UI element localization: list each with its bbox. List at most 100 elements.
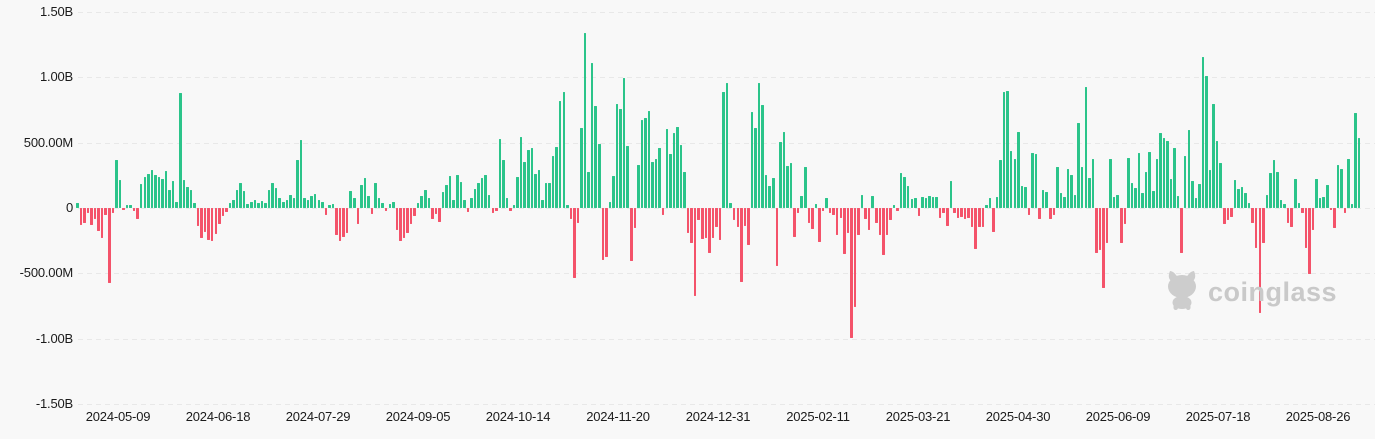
bar[interactable] [1290, 208, 1293, 228]
bar[interactable] [179, 93, 182, 208]
bar[interactable] [1269, 173, 1272, 208]
bar[interactable] [555, 146, 558, 208]
bar[interactable] [253, 200, 257, 208]
bar[interactable] [811, 208, 814, 230]
bar[interactable] [850, 208, 853, 339]
bar[interactable] [1017, 131, 1020, 208]
bar[interactable] [1191, 180, 1194, 208]
bar[interactable] [480, 178, 484, 208]
bar[interactable] [1311, 208, 1315, 230]
bar[interactable] [786, 166, 789, 208]
bar[interactable] [1159, 132, 1162, 208]
bar[interactable] [587, 171, 590, 208]
bar[interactable] [566, 205, 569, 208]
bar[interactable] [345, 208, 349, 233]
bar[interactable] [988, 198, 992, 208]
bar[interactable] [821, 208, 825, 211]
bar[interactable] [466, 208, 470, 212]
bar[interactable] [896, 208, 899, 212]
bar[interactable] [108, 208, 111, 283]
bar[interactable] [331, 204, 335, 208]
bar[interactable] [704, 208, 707, 239]
bar[interactable] [111, 208, 114, 213]
bar[interactable] [321, 202, 324, 208]
bar[interactable] [669, 154, 672, 208]
bar[interactable] [924, 198, 928, 208]
bar[interactable] [1208, 170, 1212, 208]
bar[interactable] [463, 200, 466, 208]
bar[interactable] [1088, 178, 1091, 208]
bar[interactable] [147, 174, 150, 208]
bar[interactable] [693, 208, 697, 296]
bar[interactable] [413, 208, 416, 216]
bar[interactable] [239, 183, 242, 208]
bar[interactable] [143, 176, 146, 208]
bar[interactable] [889, 208, 892, 220]
bar[interactable] [523, 161, 526, 208]
bar[interactable] [1301, 208, 1304, 214]
bar[interactable] [1283, 204, 1286, 208]
bar[interactable] [264, 203, 267, 208]
bar[interactable] [867, 208, 871, 230]
bar[interactable] [360, 184, 363, 208]
bar[interactable] [1240, 186, 1244, 208]
bar[interactable] [487, 194, 491, 208]
bar[interactable] [956, 208, 960, 219]
bar[interactable] [289, 194, 292, 208]
bar[interactable] [1059, 192, 1063, 208]
bar[interactable] [530, 148, 533, 208]
bar[interactable] [353, 197, 356, 208]
bar[interactable] [583, 32, 587, 208]
bar[interactable] [115, 159, 118, 208]
bar[interactable] [1130, 183, 1134, 208]
bar[interactable] [1265, 195, 1269, 208]
bar[interactable] [1027, 208, 1031, 216]
bar[interactable] [1066, 169, 1070, 208]
bar[interactable] [661, 208, 665, 215]
bar[interactable] [274, 187, 278, 208]
bar[interactable] [495, 208, 498, 211]
bar[interactable] [804, 166, 807, 208]
bar[interactable] [1098, 208, 1102, 250]
bar[interactable] [1230, 208, 1233, 217]
bar[interactable] [306, 199, 310, 208]
bar[interactable] [690, 208, 693, 243]
bar[interactable] [225, 208, 228, 212]
bar[interactable] [303, 198, 306, 208]
bar[interactable] [999, 160, 1002, 208]
bar[interactable] [189, 190, 193, 208]
bar[interactable] [921, 197, 924, 208]
bar[interactable] [743, 208, 747, 226]
bar[interactable] [1251, 208, 1254, 223]
bar[interactable] [406, 208, 409, 233]
bar[interactable] [1162, 138, 1166, 208]
bar[interactable] [828, 208, 832, 214]
bar[interactable] [484, 175, 487, 208]
bar[interactable] [1212, 104, 1215, 208]
bar[interactable] [477, 183, 480, 208]
bar[interactable] [981, 208, 984, 227]
bar[interactable] [1350, 204, 1354, 208]
bar[interactable] [967, 208, 970, 219]
bar[interactable] [676, 127, 679, 208]
bar[interactable] [740, 208, 743, 282]
bar[interactable] [910, 199, 913, 208]
bar[interactable] [1340, 169, 1343, 208]
bar[interactable] [701, 208, 704, 240]
bar[interactable] [1205, 76, 1208, 208]
bar[interactable] [207, 208, 210, 240]
bar[interactable] [168, 189, 171, 208]
bar[interactable] [544, 182, 548, 208]
bar[interactable] [580, 127, 583, 208]
bar[interactable] [619, 109, 622, 208]
bar[interactable] [1102, 208, 1105, 289]
bar[interactable] [601, 208, 604, 260]
bar[interactable] [1226, 208, 1229, 220]
bar[interactable] [715, 208, 718, 228]
bar[interactable] [1034, 154, 1038, 208]
bar[interactable] [914, 198, 917, 208]
bar[interactable] [1169, 179, 1173, 208]
bar[interactable] [683, 171, 686, 208]
bar[interactable] [637, 165, 640, 208]
bar[interactable] [633, 208, 636, 229]
